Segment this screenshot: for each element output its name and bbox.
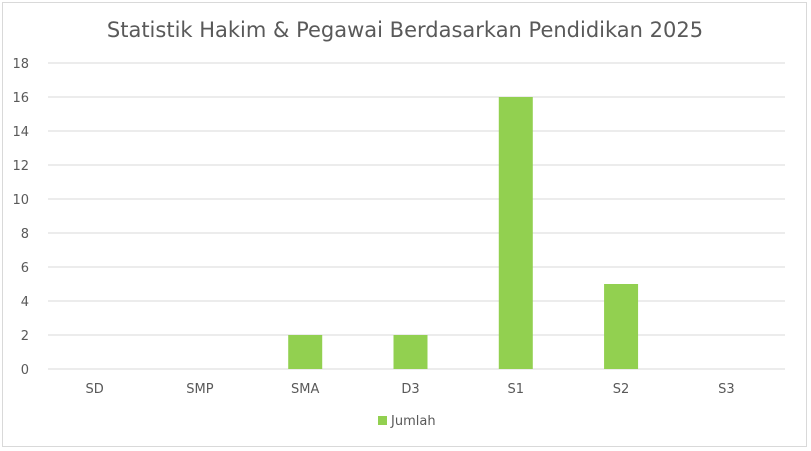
bar-sma — [288, 335, 323, 369]
x-tick-label: S1 — [508, 382, 525, 397]
x-tick-label: SD — [86, 382, 104, 397]
bar-s2 — [604, 284, 639, 369]
y-tick-label: 16 — [12, 91, 29, 106]
y-tick-label: 10 — [12, 193, 29, 208]
y-tick-label: 12 — [12, 159, 29, 174]
x-tick-label: S3 — [718, 382, 735, 397]
y-tick-label: 2 — [21, 329, 29, 344]
y-tick-label: 14 — [12, 125, 29, 140]
y-tick-label: 0 — [21, 363, 29, 378]
x-tick-label: S2 — [613, 382, 630, 397]
chart-area — [2, 2, 807, 447]
gridlines — [48, 62, 785, 370]
chart-title: Statistik Hakim & Pegawai Berdasarkan Pe… — [107, 18, 703, 42]
bar-d3 — [393, 335, 428, 369]
bars — [288, 97, 639, 369]
y-tick-label: 4 — [21, 295, 29, 310]
y-tick-label: 6 — [21, 261, 29, 276]
x-tick-label: D3 — [401, 382, 419, 397]
x-tick-label: SMP — [186, 382, 213, 397]
legend-swatch — [378, 416, 387, 425]
legend-label: Jumlah — [390, 414, 436, 429]
y-tick-label: 8 — [21, 227, 29, 242]
bar-s1 — [498, 97, 533, 369]
tick-labels: 0 2 4 6 8 10 12 14 16 18 SD SMP SMA D3 S1 S2 S3 — [12, 57, 734, 397]
x-tick-label: SMA — [291, 382, 319, 397]
y-tick-label: 18 — [12, 57, 29, 72]
legend: Jumlah — [378, 414, 436, 429]
